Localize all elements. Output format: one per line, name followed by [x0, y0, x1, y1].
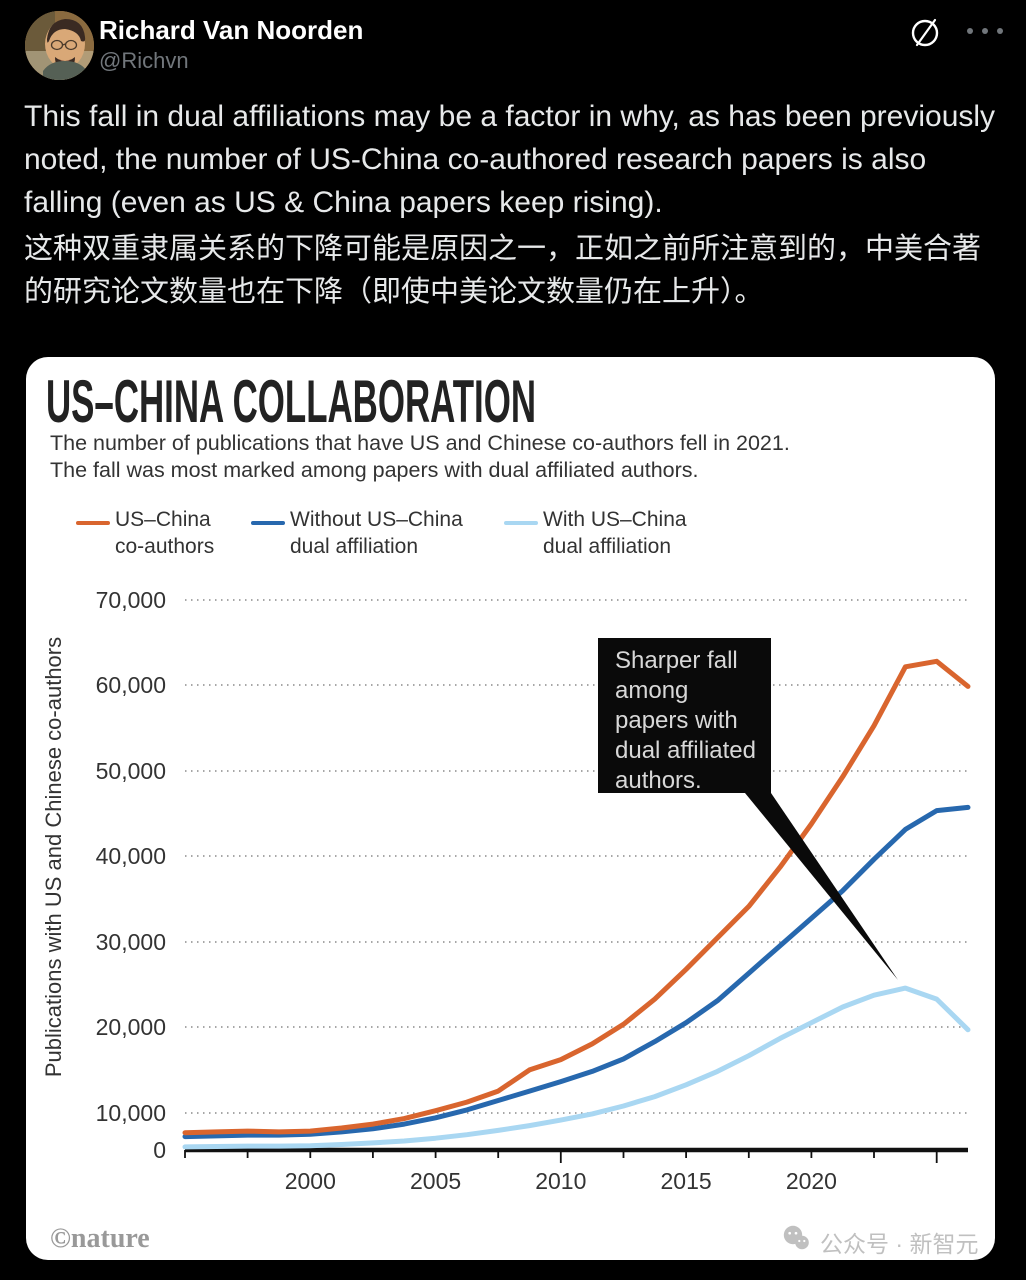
- svg-text:60,000: 60,000: [96, 672, 166, 698]
- svg-text:70,000: 70,000: [96, 587, 166, 613]
- svg-text:2010: 2010: [535, 1168, 586, 1194]
- svg-text:50,000: 50,000: [96, 758, 166, 784]
- svg-text:Sharper fall: Sharper fall: [615, 647, 738, 674]
- svg-text:20,000: 20,000: [96, 1014, 166, 1040]
- svg-text:papers with: papers with: [615, 707, 738, 734]
- svg-text:dual affiliated: dual affiliated: [615, 737, 756, 764]
- svg-text:2005: 2005: [410, 1168, 461, 1194]
- svg-text:30,000: 30,000: [96, 929, 166, 955]
- svg-text:40,000: 40,000: [96, 843, 166, 869]
- svg-text:authors.: authors.: [615, 767, 702, 794]
- svg-text:2000: 2000: [285, 1168, 336, 1194]
- svg-text:among: among: [615, 677, 688, 704]
- svg-text:10,000: 10,000: [96, 1100, 166, 1126]
- svg-text:Publications with US and Chine: Publications with US and Chinese co-auth…: [41, 637, 66, 1077]
- svg-text:0: 0: [153, 1137, 166, 1163]
- svg-text:2020: 2020: [786, 1168, 837, 1194]
- svg-text:2015: 2015: [661, 1168, 712, 1194]
